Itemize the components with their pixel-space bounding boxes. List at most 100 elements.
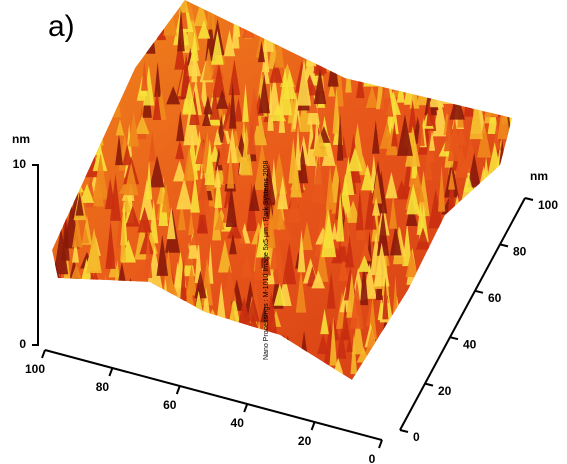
spike bbox=[476, 286, 487, 335]
spike bbox=[122, 144, 133, 166]
spike bbox=[427, 0, 440, 14]
x-tick-label: 40 bbox=[231, 416, 245, 430]
spike bbox=[84, 323, 101, 361]
spike bbox=[486, 1, 497, 43]
spike bbox=[178, 328, 193, 368]
spike bbox=[331, 247, 343, 264]
spike bbox=[115, 119, 125, 136]
spike bbox=[357, 255, 371, 272]
y-tick-label: 40 bbox=[463, 337, 477, 351]
spike bbox=[53, 226, 69, 275]
spike bbox=[455, 241, 462, 280]
spike bbox=[273, 283, 286, 306]
spike bbox=[361, 0, 369, 19]
spike bbox=[338, 255, 349, 281]
spike bbox=[493, 312, 505, 336]
spike bbox=[372, 197, 381, 216]
spike bbox=[408, 99, 418, 133]
y-tick-label: 60 bbox=[488, 291, 502, 305]
spike bbox=[456, 63, 466, 89]
y-tick-label: 0 bbox=[413, 430, 420, 444]
spike bbox=[314, 57, 325, 76]
spike bbox=[462, 30, 477, 47]
spike bbox=[180, 0, 189, 13]
spike bbox=[428, 82, 445, 108]
spike bbox=[490, 314, 502, 339]
spike bbox=[94, 276, 102, 319]
spike bbox=[149, 155, 165, 188]
spike bbox=[183, 146, 195, 182]
spike bbox=[190, 31, 199, 61]
spike bbox=[507, 135, 512, 162]
spike bbox=[469, 219, 486, 238]
spike bbox=[447, 219, 462, 254]
spike bbox=[378, 69, 394, 117]
spike bbox=[500, 280, 510, 316]
spike bbox=[376, 209, 390, 256]
spike bbox=[98, 274, 113, 323]
spike bbox=[382, 0, 393, 33]
spike bbox=[505, 26, 512, 67]
spike bbox=[107, 21, 123, 48]
spike bbox=[373, 242, 390, 287]
spike bbox=[325, 20, 338, 66]
spike bbox=[126, 29, 139, 64]
spike bbox=[406, 183, 421, 215]
spike bbox=[342, 156, 355, 195]
spike bbox=[214, 165, 222, 188]
spike bbox=[88, 356, 96, 379]
spike bbox=[483, 219, 499, 261]
spike bbox=[296, 59, 312, 106]
spike bbox=[74, 23, 86, 63]
spike bbox=[139, 21, 150, 46]
x-axis bbox=[44, 349, 383, 441]
spike bbox=[239, 332, 247, 350]
spike bbox=[299, 0, 314, 39]
spike bbox=[305, 29, 317, 67]
spike bbox=[237, 198, 248, 215]
spike bbox=[97, 310, 108, 353]
spike bbox=[134, 114, 150, 134]
spike bbox=[468, 209, 477, 256]
spike bbox=[188, 210, 195, 235]
spike bbox=[88, 60, 104, 108]
spike bbox=[214, 212, 225, 230]
spike bbox=[140, 306, 155, 334]
spike bbox=[81, 227, 90, 244]
spike bbox=[481, 330, 494, 364]
spike bbox=[62, 315, 76, 361]
spike bbox=[148, 284, 157, 329]
spike bbox=[449, 304, 460, 322]
spike bbox=[70, 308, 84, 347]
spike bbox=[297, 15, 308, 42]
spike bbox=[414, 267, 424, 318]
spike bbox=[173, 160, 187, 182]
spike bbox=[479, 327, 486, 360]
spike bbox=[506, 89, 512, 108]
spike bbox=[75, 11, 88, 34]
spike bbox=[461, 39, 470, 79]
spike bbox=[225, 185, 238, 227]
spike bbox=[469, 96, 483, 140]
spike bbox=[90, 332, 103, 350]
spike bbox=[432, 96, 448, 137]
spike bbox=[90, 72, 98, 92]
spike bbox=[84, 56, 97, 94]
spike bbox=[483, 0, 499, 11]
spike bbox=[131, 281, 146, 320]
spike bbox=[441, 232, 451, 249]
spike bbox=[71, 238, 80, 263]
spike bbox=[52, 147, 58, 195]
spike bbox=[61, 157, 72, 179]
spike bbox=[98, 5, 112, 29]
spike bbox=[196, 169, 211, 215]
spike bbox=[497, 0, 512, 43]
spike bbox=[331, 222, 339, 240]
spike bbox=[420, 302, 432, 351]
spike bbox=[290, 160, 302, 198]
spike bbox=[116, 44, 127, 68]
spike bbox=[276, 219, 293, 240]
spike bbox=[128, 111, 140, 147]
spike bbox=[254, 142, 271, 190]
spike bbox=[141, 294, 154, 337]
